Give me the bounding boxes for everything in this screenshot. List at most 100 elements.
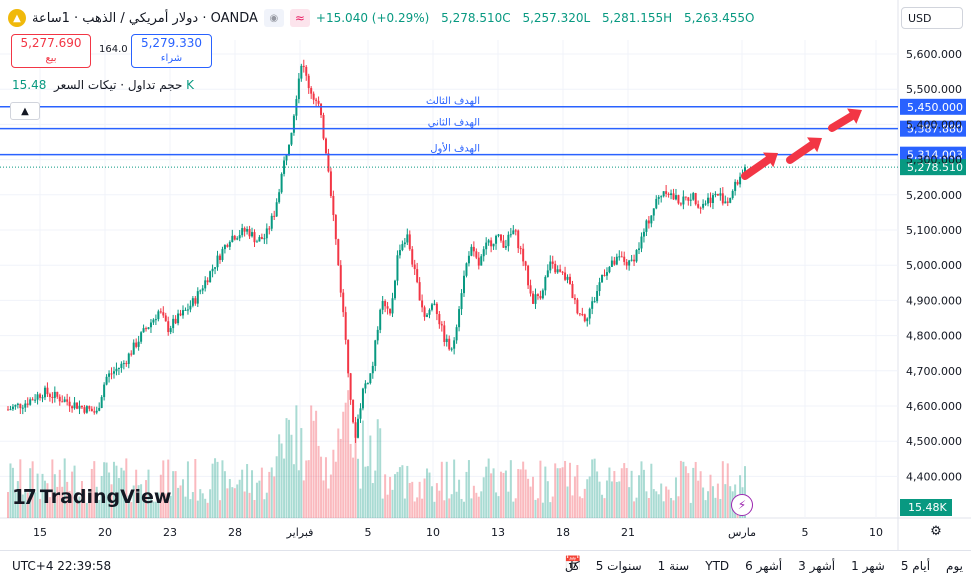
trend-arrow-head [847,108,862,124]
volume-bar [140,484,143,518]
volume-bar [401,465,404,518]
volume-bar [744,466,746,518]
volume-bar [71,471,74,518]
time-axis: 15 20 23 28 فبراير 5 10 13 18 21 مارس 5 10 [33,526,883,539]
bolt-icon[interactable]: ⚡ [731,494,753,516]
candle-body [638,248,641,250]
sell-button[interactable]: 5,277.690 بيع [11,34,91,68]
volume-bar [551,496,554,518]
price-tick-label: 5,300.000 [906,154,962,167]
candle-body [615,256,618,265]
volume-bar [369,435,372,518]
volume-bar [603,498,606,518]
time-tick-label: مارس [728,526,756,539]
candle-body [564,272,567,280]
volume-bar [349,443,352,518]
candle-body [359,408,362,419]
candle-body [709,197,712,203]
volume-bar [320,456,323,518]
candle-body [112,371,115,374]
candle-body [384,301,387,307]
candle-body [472,246,475,252]
timezone-clock[interactable]: UTC+4 22:39:58 [12,559,112,573]
volume-tag [900,499,952,516]
candle-body [613,260,616,265]
change-value: +15.040 (+0.29%) [315,11,430,25]
range-option[interactable]: يوم [946,559,963,573]
volume-bar [389,476,392,518]
wave-icon[interactable]: ≈ [289,9,310,27]
volume-bar [694,461,697,518]
candle-body [672,193,675,200]
trend-arrow-shaft [786,140,817,164]
candle-body [381,301,384,310]
range-option[interactable]: كل [564,559,580,573]
candle-body [645,220,648,232]
volume-bar [682,461,685,518]
volume-bar [426,468,429,518]
candle-body [162,312,165,316]
candle-body [280,173,283,193]
volume-bar [623,463,626,518]
volume-bar [159,474,162,518]
candle-body [90,408,93,412]
candle-body [189,305,192,310]
volume-bar [492,468,495,518]
candle-body [93,411,96,413]
candle-body [307,75,310,89]
range-option[interactable]: 5 أيام [900,559,931,573]
candle-body [630,259,633,261]
eye-icon[interactable]: ◉ [263,9,284,27]
gear-icon[interactable]: ⚙ [930,523,942,539]
gold-coin-icon[interactable]: ▲ [8,9,26,27]
candle-body [623,256,626,262]
currency-select[interactable]: USD [901,7,963,29]
ohlc-values: +15.040 (+0.29%) 5,278.510C 5,257.320L 5… [316,11,763,25]
volume-bar [677,496,680,518]
volume-bar [670,497,673,518]
time-tick-label: 10 [426,526,440,539]
volume-bar [418,481,421,518]
volume-bar [292,464,295,518]
price-tick-label: 4,500.000 [906,435,962,448]
range-option[interactable]: 5 سنوات [595,559,642,573]
calendar-icon[interactable]: 📅 [564,556,582,572]
volume-bar [480,491,483,518]
range-option[interactable]: 3 أشهر [798,559,836,573]
candle-body [371,365,374,374]
volume-bar [68,491,71,518]
time-tick-label: 13 [491,526,505,539]
buy-price: 5,279.330 [140,36,203,50]
candle-body [652,208,655,216]
buy-button[interactable]: 5,279.330 شراء [131,34,212,68]
candle-body [502,240,505,248]
candle-body [34,399,37,401]
volume-bar [297,470,300,518]
candle-body [364,383,367,389]
candle-body [98,407,101,411]
candle-body [147,327,150,330]
volume-bar [726,463,729,518]
candle-body [152,319,155,323]
candle-body [132,342,135,355]
range-option[interactable]: YTD [705,559,730,573]
candle-body [485,242,488,250]
volume-bars [7,390,746,518]
candle-body [665,191,668,194]
price-tick-label: 5,500.000 [906,83,962,96]
candle-body [465,263,468,276]
range-option[interactable]: 6 أشهر [745,559,783,573]
range-option[interactable]: 1 شهر [851,559,885,573]
volume-bar [610,481,613,518]
volume-bar [524,469,527,518]
volume-bar [689,502,692,518]
target-price-tag [900,146,966,163]
range-option[interactable]: 1 سنة [657,559,690,573]
chevron-up-icon[interactable]: ▲ [10,102,40,120]
candle-body [416,269,419,283]
symbol-title[interactable]: دولار أمريكي / الذهب · 1ساعة · OANDA [32,10,258,26]
candle-body [71,406,74,409]
candle-body [179,313,182,316]
volume-bar [315,410,318,518]
